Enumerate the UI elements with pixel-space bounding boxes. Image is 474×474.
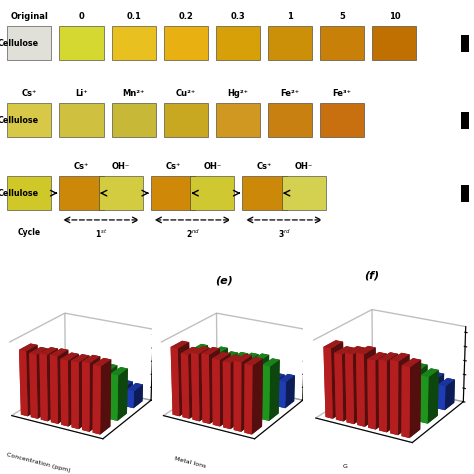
Text: Cycle: Cycle <box>18 228 41 237</box>
Text: Hg²⁺: Hg²⁺ <box>228 89 248 98</box>
Bar <box>461 112 469 129</box>
Text: OH⁻: OH⁻ <box>203 162 221 171</box>
Text: 0: 0 <box>79 12 84 21</box>
Text: OH⁻: OH⁻ <box>112 162 130 171</box>
Text: (f): (f) <box>364 271 379 281</box>
Text: Cs⁺: Cs⁺ <box>74 162 89 171</box>
Bar <box>268 26 312 61</box>
Text: 5: 5 <box>339 12 345 21</box>
Bar <box>60 103 104 137</box>
Text: Mn²⁺: Mn²⁺ <box>122 89 145 98</box>
Bar <box>151 176 195 210</box>
Bar <box>461 35 469 52</box>
Bar <box>7 103 51 137</box>
Text: (e): (e) <box>215 276 233 286</box>
Bar <box>164 26 208 61</box>
Bar <box>268 103 312 137</box>
Text: Cs⁺: Cs⁺ <box>22 89 37 98</box>
Text: 1: 1 <box>287 12 293 21</box>
Bar <box>243 176 286 210</box>
Bar <box>7 26 51 61</box>
Bar <box>112 26 155 61</box>
Text: Cu²⁺: Cu²⁺ <box>176 89 196 98</box>
Text: Cellulose: Cellulose <box>0 116 39 125</box>
Text: Li⁺: Li⁺ <box>75 89 88 98</box>
Text: 10: 10 <box>389 12 400 21</box>
Text: 3$^{rd}$: 3$^{rd}$ <box>278 228 291 240</box>
Bar <box>216 103 260 137</box>
Text: Original: Original <box>10 12 48 21</box>
X-axis label: Metal Ions: Metal Ions <box>173 456 206 469</box>
Text: Fe³⁺: Fe³⁺ <box>333 89 352 98</box>
Bar <box>282 176 326 210</box>
Bar <box>461 184 469 202</box>
Text: Cs⁺: Cs⁺ <box>257 162 272 171</box>
Text: 1$^{st}$: 1$^{st}$ <box>95 228 108 240</box>
Text: Cellulose: Cellulose <box>0 189 39 198</box>
X-axis label: Concentration (ppm): Concentration (ppm) <box>6 453 71 474</box>
Bar <box>320 103 365 137</box>
Text: Cellulose: Cellulose <box>0 39 39 48</box>
Bar <box>216 26 260 61</box>
Text: 0.2: 0.2 <box>178 12 193 21</box>
Bar <box>99 176 143 210</box>
X-axis label: G: G <box>343 464 347 468</box>
Bar <box>164 103 208 137</box>
Bar <box>320 26 364 61</box>
Text: 0.1: 0.1 <box>126 12 141 21</box>
Text: 0.3: 0.3 <box>230 12 246 21</box>
Text: 2$^{nd}$: 2$^{nd}$ <box>186 228 200 240</box>
Text: Cs⁺: Cs⁺ <box>165 162 181 171</box>
Bar <box>373 26 417 61</box>
Text: Fe²⁺: Fe²⁺ <box>281 89 300 98</box>
Bar <box>60 176 104 210</box>
Bar <box>60 26 104 61</box>
Bar <box>112 103 156 137</box>
Bar <box>7 176 51 210</box>
Text: OH⁻: OH⁻ <box>295 162 313 171</box>
Bar <box>191 176 235 210</box>
